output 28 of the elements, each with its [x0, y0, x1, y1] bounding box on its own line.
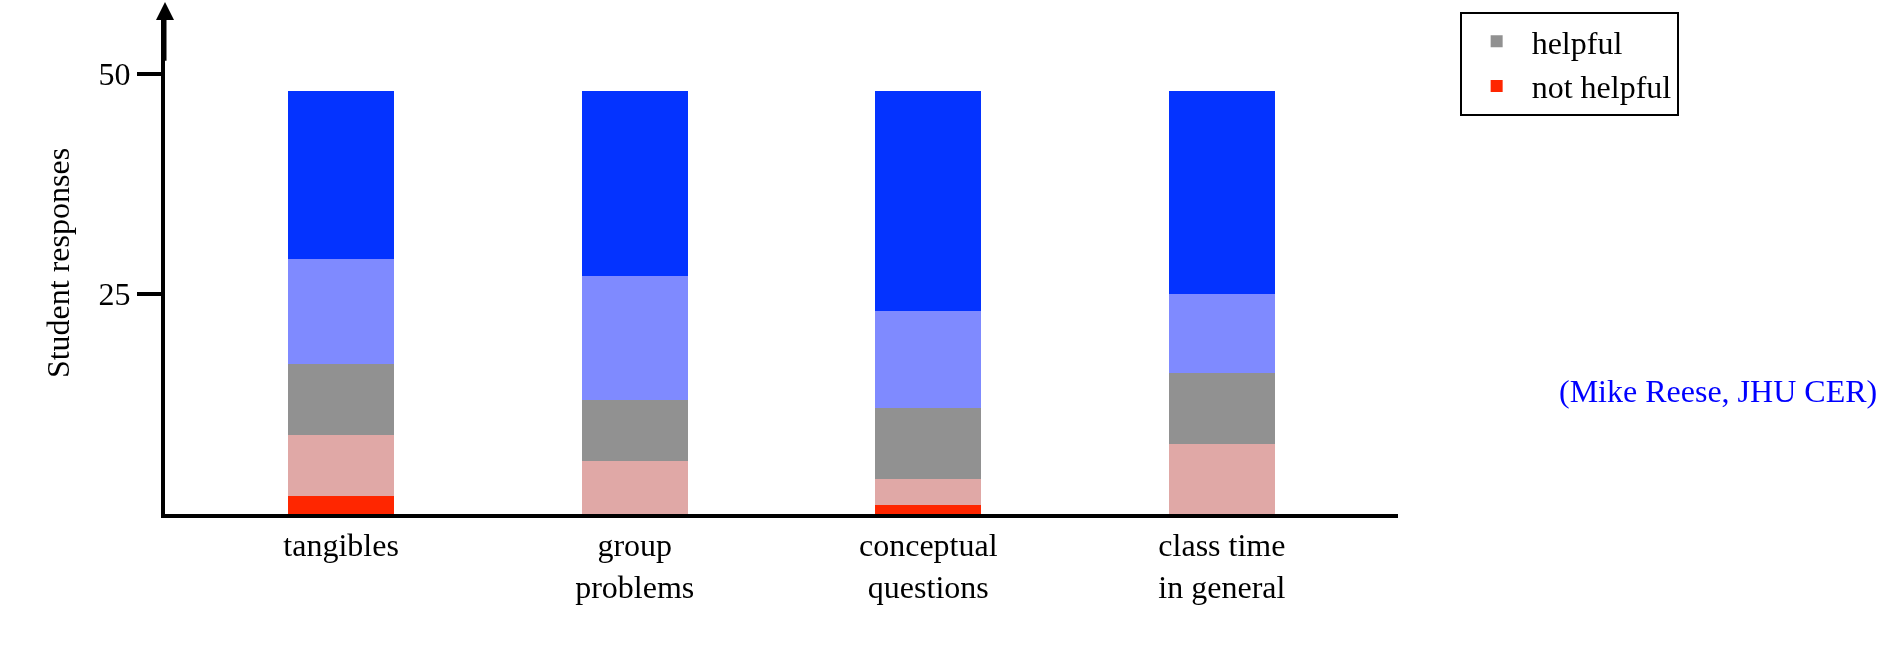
y-tick-label: 25	[98, 276, 131, 313]
bar	[581, 276, 688, 400]
x-tick-label: conceptual questions	[858, 527, 998, 605]
bar	[875, 311, 982, 409]
bar	[875, 91, 982, 312]
bar	[288, 91, 394, 259]
y-axis-title: Student responses	[40, 147, 77, 379]
x-tick-label: tangibles	[283, 527, 399, 564]
legend-label: helpful	[1531, 24, 1623, 61]
bar	[288, 364, 394, 435]
x-tick-label: class time in general	[1158, 527, 1286, 605]
x-tick-label: group problems	[575, 527, 695, 605]
bar	[1169, 293, 1275, 374]
bar	[875, 408, 982, 479]
bar	[581, 91, 688, 277]
bar	[1169, 91, 1275, 294]
bar	[581, 399, 688, 462]
bar	[581, 461, 688, 514]
bar	[1169, 373, 1275, 444]
text: (Mike Reese, JHU CER)	[1559, 373, 1878, 409]
y-tick-label: 50	[98, 55, 131, 92]
bar	[288, 434, 394, 497]
legend-label: not helpful	[1531, 69, 1672, 106]
bar	[1169, 443, 1275, 514]
bar	[875, 478, 982, 506]
bar	[288, 258, 394, 365]
bar	[288, 496, 394, 514]
bar	[875, 505, 982, 514]
